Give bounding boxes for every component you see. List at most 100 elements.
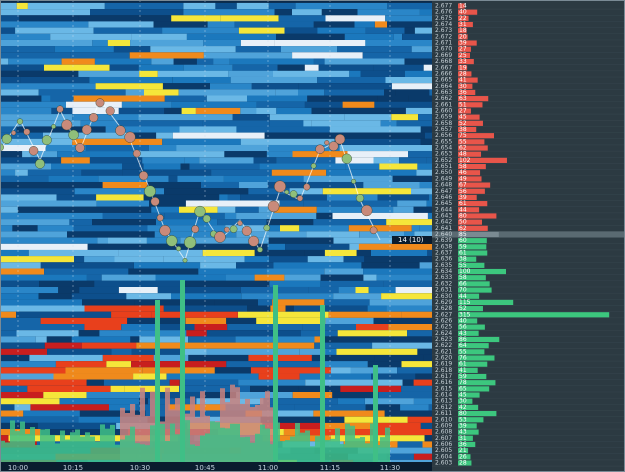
heat-cell bbox=[84, 305, 164, 312]
price: 2.666 bbox=[435, 70, 452, 77]
heat-cell bbox=[188, 354, 249, 362]
size: 55 bbox=[459, 348, 467, 355]
heat-cell bbox=[348, 225, 412, 232]
heat-cell bbox=[387, 429, 432, 436]
size: 43 bbox=[459, 330, 467, 337]
size: 28 bbox=[459, 70, 467, 77]
heat-cell bbox=[0, 126, 17, 133]
size-bar bbox=[458, 281, 490, 287]
heat-cell bbox=[385, 77, 432, 84]
heat-cell bbox=[282, 441, 344, 448]
size: 46 bbox=[459, 169, 467, 176]
price: 2.649 bbox=[435, 175, 452, 182]
buy-volume bbox=[15, 431, 20, 462]
size: 53 bbox=[459, 416, 467, 423]
size-bar bbox=[458, 373, 487, 380]
heat-cell bbox=[248, 188, 290, 195]
heat-cell bbox=[163, 305, 248, 312]
heat-cell bbox=[404, 231, 415, 238]
heat-cell bbox=[0, 293, 39, 300]
size: 65 bbox=[459, 385, 467, 392]
heat-cell bbox=[239, 182, 268, 189]
price: 2.650 bbox=[435, 169, 452, 176]
heat-cell bbox=[0, 410, 24, 417]
heat-cell bbox=[320, 274, 364, 281]
heat-cell bbox=[25, 182, 103, 189]
size: 61 bbox=[459, 250, 467, 257]
sell-volume bbox=[175, 398, 180, 462]
price: 2.615 bbox=[435, 385, 452, 392]
size-bar bbox=[458, 201, 488, 207]
size: 30 bbox=[459, 83, 467, 90]
price: 2.608 bbox=[435, 429, 452, 436]
heat-cell bbox=[156, 132, 173, 139]
heat-cell bbox=[363, 274, 377, 281]
heat-cell bbox=[189, 163, 260, 170]
size-bar bbox=[458, 244, 487, 250]
sell-volume bbox=[270, 407, 275, 462]
buy-volume bbox=[90, 436, 95, 462]
heat-cell bbox=[308, 293, 334, 300]
size-bar bbox=[458, 411, 497, 417]
trade-bubble bbox=[166, 235, 178, 247]
price: 2.603 bbox=[435, 460, 452, 467]
trade-bubble bbox=[214, 231, 226, 243]
heat-cell bbox=[157, 70, 229, 77]
heat-cell bbox=[326, 169, 417, 176]
trade-bubble bbox=[51, 124, 56, 129]
heat-cell bbox=[317, 77, 386, 84]
volume-spike bbox=[320, 305, 325, 462]
trade-bubble bbox=[41, 135, 52, 146]
heat-cell bbox=[333, 237, 426, 244]
heat-cell bbox=[404, 58, 432, 65]
heat-cell bbox=[408, 95, 432, 102]
heat-cell bbox=[98, 175, 169, 182]
trade-bubble bbox=[296, 195, 304, 202]
heat-cell bbox=[67, 231, 155, 238]
heat-cell bbox=[27, 385, 111, 392]
heat-cell bbox=[0, 58, 9, 65]
heat-cell bbox=[305, 379, 403, 386]
heat-cell bbox=[0, 83, 96, 90]
heat-cell bbox=[314, 336, 323, 343]
heat-cell bbox=[283, 429, 299, 436]
heat-cell bbox=[268, 367, 331, 374]
buy-volume bbox=[280, 441, 285, 462]
trade-bubble bbox=[124, 131, 136, 143]
heat-cell bbox=[168, 175, 178, 182]
buy-volume bbox=[135, 443, 140, 462]
size-bar bbox=[458, 392, 480, 398]
buy-volume bbox=[20, 421, 25, 462]
price: 2.619 bbox=[435, 361, 452, 368]
heat-cell bbox=[328, 311, 402, 318]
buy-volume bbox=[30, 427, 35, 462]
heat-cell bbox=[294, 404, 366, 411]
trade-bubble bbox=[241, 225, 252, 236]
size: 64 bbox=[459, 342, 467, 349]
buy-volume bbox=[0, 440, 5, 462]
heat-cell bbox=[164, 188, 249, 195]
trade-bubble bbox=[150, 196, 160, 206]
heat-cell bbox=[376, 422, 421, 430]
heat-cell bbox=[392, 175, 432, 182]
heat-cell bbox=[133, 262, 201, 269]
heat-cell bbox=[162, 27, 239, 34]
size: 20 bbox=[459, 33, 467, 40]
heat-cell bbox=[113, 46, 151, 53]
heat-cell bbox=[363, 182, 420, 189]
heat-cell bbox=[211, 169, 272, 176]
trade-bubble bbox=[324, 140, 330, 146]
heat-cell bbox=[362, 52, 432, 59]
heat-cell bbox=[122, 169, 211, 176]
heat-cell bbox=[147, 416, 182, 423]
size: 58 bbox=[459, 274, 467, 281]
heat-cell bbox=[84, 256, 115, 263]
size-bar bbox=[458, 256, 477, 262]
heat-cell bbox=[51, 163, 122, 170]
heat-cell bbox=[248, 354, 312, 362]
heat-cell bbox=[43, 132, 127, 139]
heat-cell bbox=[314, 342, 373, 349]
size-bar bbox=[458, 139, 485, 145]
heat-cell bbox=[240, 107, 257, 115]
heat-cell bbox=[50, 33, 132, 40]
